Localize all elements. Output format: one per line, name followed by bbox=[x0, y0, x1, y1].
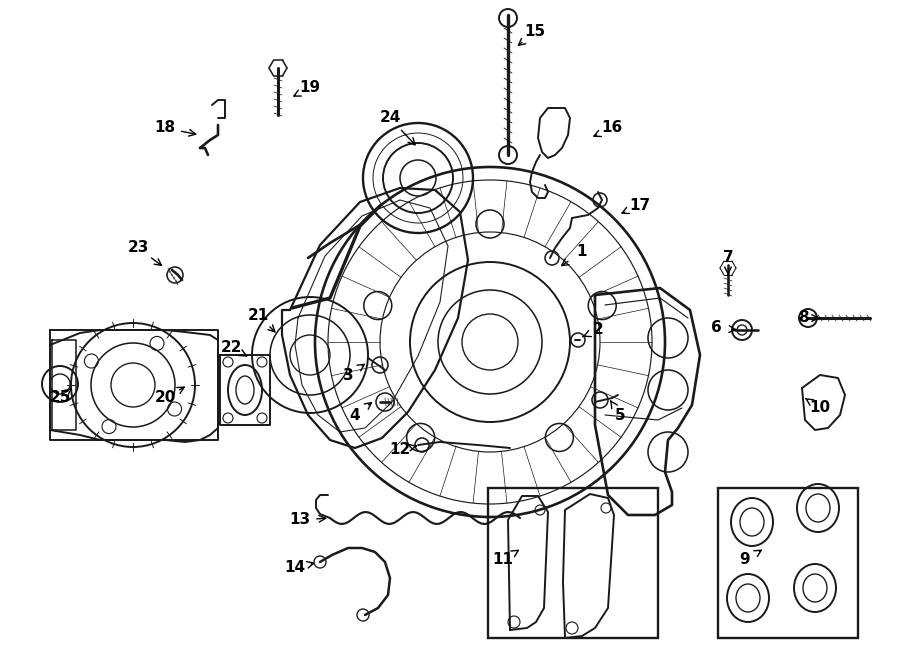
Text: 11: 11 bbox=[492, 553, 514, 568]
Text: 21: 21 bbox=[248, 307, 268, 323]
Text: 2: 2 bbox=[592, 323, 603, 338]
Text: 18: 18 bbox=[155, 120, 176, 136]
Text: 19: 19 bbox=[300, 81, 320, 95]
Text: 25: 25 bbox=[50, 391, 71, 405]
Text: 4: 4 bbox=[350, 407, 360, 422]
Text: 5: 5 bbox=[615, 407, 626, 422]
Bar bbox=[488, 488, 658, 638]
Text: 17: 17 bbox=[629, 198, 651, 212]
Text: 16: 16 bbox=[601, 120, 623, 136]
Text: 7: 7 bbox=[723, 251, 734, 266]
Text: 20: 20 bbox=[154, 391, 176, 405]
Text: 15: 15 bbox=[525, 24, 545, 40]
Text: 9: 9 bbox=[740, 553, 751, 568]
Bar bbox=[718, 488, 858, 638]
Text: 22: 22 bbox=[221, 340, 243, 356]
Text: 13: 13 bbox=[290, 512, 310, 527]
Text: 12: 12 bbox=[390, 442, 410, 457]
Text: 8: 8 bbox=[797, 311, 808, 325]
Text: 10: 10 bbox=[809, 401, 831, 416]
Text: 14: 14 bbox=[284, 561, 306, 576]
Text: 23: 23 bbox=[127, 241, 148, 256]
Text: 3: 3 bbox=[343, 368, 354, 383]
Text: 24: 24 bbox=[379, 110, 400, 126]
Text: 1: 1 bbox=[577, 245, 587, 260]
Text: 6: 6 bbox=[711, 321, 722, 336]
